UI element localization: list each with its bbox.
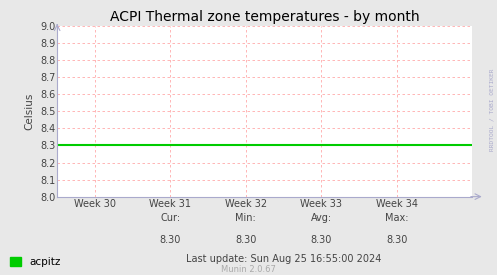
Text: 8.30: 8.30 (386, 235, 408, 245)
Y-axis label: Celsius: Celsius (25, 93, 35, 130)
Legend: acpitz: acpitz (10, 257, 60, 267)
Text: Max:: Max: (385, 213, 409, 223)
Text: 8.30: 8.30 (311, 235, 332, 245)
Text: 8.30: 8.30 (160, 235, 181, 245)
Title: ACPI Thermal zone temperatures - by month: ACPI Thermal zone temperatures - by mont… (110, 10, 419, 24)
Text: 8.30: 8.30 (235, 235, 256, 245)
Text: Munin 2.0.67: Munin 2.0.67 (221, 265, 276, 274)
Text: Cur:: Cur: (160, 213, 180, 223)
Text: RRDTOOL / TOBI OETIKER: RRDTOOL / TOBI OETIKER (490, 69, 495, 151)
Text: Min:: Min: (236, 213, 256, 223)
Text: Avg:: Avg: (311, 213, 332, 223)
Text: Last update: Sun Aug 25 16:55:00 2024: Last update: Sun Aug 25 16:55:00 2024 (185, 254, 381, 264)
